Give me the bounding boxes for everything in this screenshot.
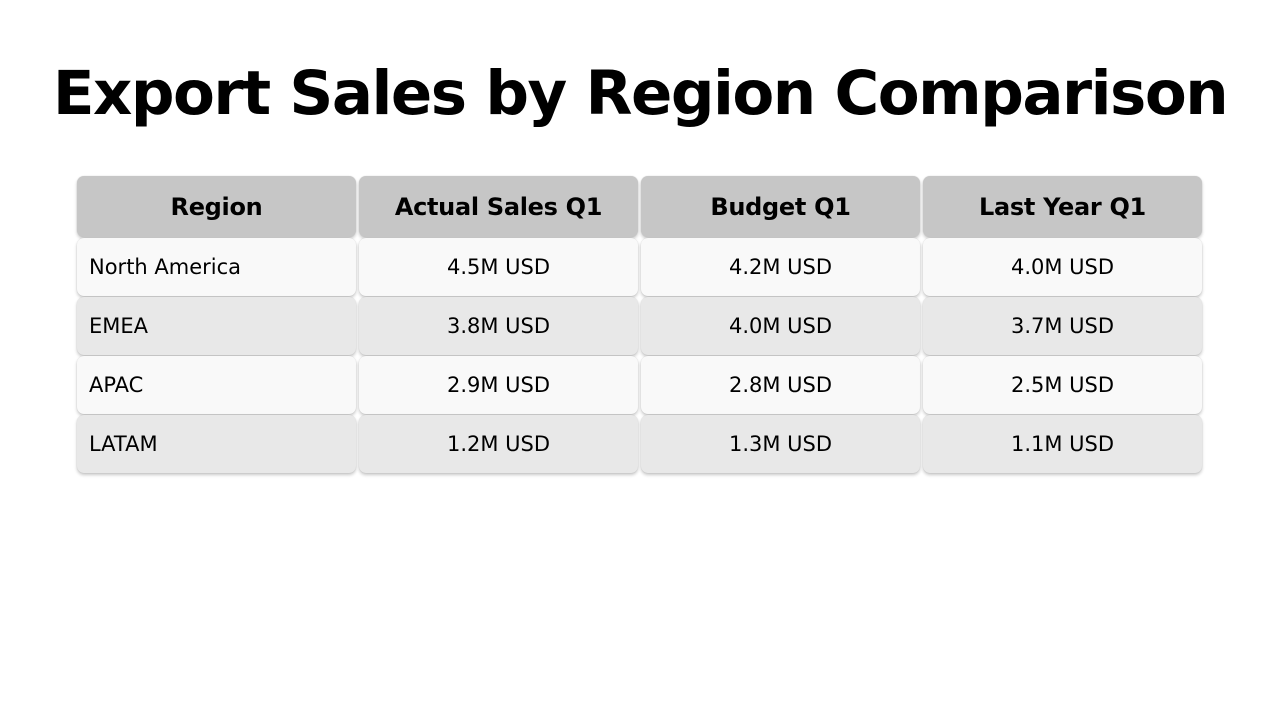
table-cell-budget: 2.8M USD: [641, 356, 920, 414]
table-cell-budget: 4.0M USD: [641, 297, 920, 355]
table-cell-budget: 1.3M USD: [641, 415, 920, 473]
table-cell-actual: 2.9M USD: [359, 356, 638, 414]
table-cell-region: North America: [77, 238, 356, 296]
table-cell-region: LATAM: [77, 415, 356, 473]
page-title: Export Sales by Region Comparison: [52, 58, 1229, 129]
table-row: North America 4.5M USD 4.2M USD 4.0M USD: [77, 238, 1203, 297]
header-cell-region: Region: [77, 176, 356, 237]
table-cell-actual: 1.2M USD: [359, 415, 638, 473]
table-cell-last-year: 2.5M USD: [923, 356, 1202, 414]
table-cell-last-year: 4.0M USD: [923, 238, 1202, 296]
header-cell-actual-sales: Actual Sales Q1: [359, 176, 638, 237]
table-row: APAC 2.9M USD 2.8M USD 2.5M USD: [77, 356, 1203, 415]
table-cell-budget: 4.2M USD: [641, 238, 920, 296]
table-cell-actual: 3.8M USD: [359, 297, 638, 355]
header-cell-last-year: Last Year Q1: [923, 176, 1202, 237]
table-row: EMEA 3.8M USD 4.0M USD 3.7M USD: [77, 297, 1203, 356]
table-header-row: Region Actual Sales Q1 Budget Q1 Last Ye…: [77, 176, 1203, 238]
sales-table: Region Actual Sales Q1 Budget Q1 Last Ye…: [77, 176, 1203, 474]
table-cell-region: EMEA: [77, 297, 356, 355]
table-cell-last-year: 1.1M USD: [923, 415, 1202, 473]
table-row: LATAM 1.2M USD 1.3M USD 1.1M USD: [77, 415, 1203, 474]
table-cell-actual: 4.5M USD: [359, 238, 638, 296]
header-cell-budget: Budget Q1: [641, 176, 920, 237]
table-cell-last-year: 3.7M USD: [923, 297, 1202, 355]
table-cell-region: APAC: [77, 356, 356, 414]
